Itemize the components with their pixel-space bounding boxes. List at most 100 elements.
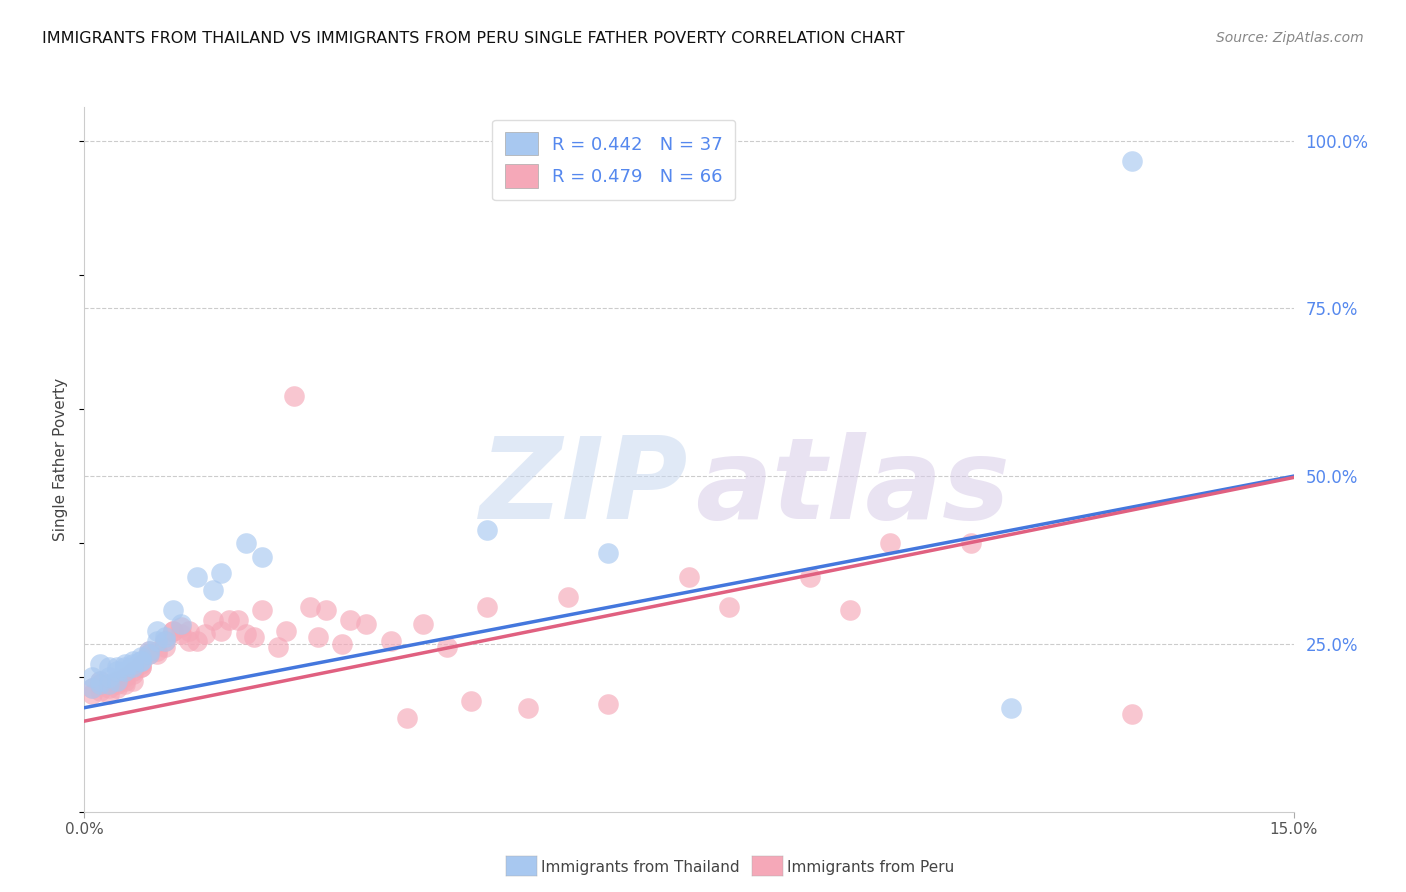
Point — [97, 687, 120, 701]
Point — [799, 570, 821, 584]
Point — [356, 616, 378, 631]
Point — [162, 624, 184, 638]
Y-axis label: Single Father Poverty: Single Father Poverty — [53, 378, 69, 541]
Text: atlas: atlas — [695, 432, 1010, 543]
Point — [114, 671, 136, 685]
Point — [186, 633, 208, 648]
Point — [105, 681, 128, 695]
Point — [242, 630, 264, 644]
Legend: R = 0.442   N = 37, R = 0.479   N = 66: R = 0.442 N = 37, R = 0.479 N = 66 — [492, 120, 735, 201]
Point — [557, 590, 579, 604]
Point — [89, 673, 111, 688]
Point — [209, 566, 232, 581]
Point — [1000, 700, 1022, 714]
Text: IMMIGRANTS FROM THAILAND VS IMMIGRANTS FROM PERU SINGLE FATHER POVERTY CORRELATI: IMMIGRANTS FROM THAILAND VS IMMIGRANTS F… — [42, 31, 905, 46]
Point — [121, 673, 143, 688]
Point — [194, 627, 217, 641]
Point — [114, 673, 136, 688]
Point — [315, 603, 337, 617]
Point — [235, 536, 257, 550]
Point — [82, 671, 104, 685]
Point — [598, 698, 620, 712]
Point — [129, 660, 152, 674]
Point — [138, 647, 160, 661]
Point — [170, 620, 193, 634]
Point — [89, 684, 111, 698]
Point — [477, 600, 499, 615]
Point — [718, 600, 741, 615]
Text: ZIP: ZIP — [481, 432, 689, 543]
Point — [170, 627, 193, 641]
Point — [97, 660, 120, 674]
Point — [114, 657, 136, 671]
Point — [209, 624, 232, 638]
Point — [380, 633, 402, 648]
Point — [170, 616, 193, 631]
Point — [162, 603, 184, 617]
Point — [179, 633, 201, 648]
Point — [129, 654, 152, 668]
Point — [97, 681, 120, 695]
Point — [412, 616, 434, 631]
Point — [89, 677, 111, 691]
Point — [516, 700, 538, 714]
Point — [274, 624, 297, 638]
Point — [114, 677, 136, 691]
Point — [138, 643, 160, 657]
Point — [678, 570, 700, 584]
Point — [218, 614, 240, 628]
Point — [299, 600, 322, 615]
Text: Immigrants from Peru: Immigrants from Peru — [787, 860, 955, 874]
Point — [89, 657, 111, 671]
Point — [202, 583, 225, 598]
Point — [82, 681, 104, 695]
Point — [105, 673, 128, 688]
Point — [82, 681, 104, 695]
Point — [121, 657, 143, 671]
Point — [105, 664, 128, 678]
Point — [250, 603, 273, 617]
Point — [146, 643, 169, 657]
Point — [138, 643, 160, 657]
Point — [339, 614, 361, 628]
Point — [839, 603, 862, 617]
Text: Source: ZipAtlas.com: Source: ZipAtlas.com — [1216, 31, 1364, 45]
Point — [283, 389, 305, 403]
Point — [89, 673, 111, 688]
Point — [121, 654, 143, 668]
Text: Immigrants from Thailand: Immigrants from Thailand — [541, 860, 740, 874]
Point — [82, 687, 104, 701]
Point — [235, 627, 257, 641]
Point — [89, 677, 111, 691]
Point — [153, 640, 176, 655]
Point — [153, 630, 176, 644]
Point — [202, 614, 225, 628]
Point — [129, 660, 152, 674]
Point — [121, 660, 143, 674]
Point — [129, 657, 152, 671]
Point — [307, 630, 329, 644]
Point — [477, 523, 499, 537]
Point — [267, 640, 290, 655]
Point — [1121, 707, 1143, 722]
Point — [179, 624, 201, 638]
Point — [121, 667, 143, 681]
Point — [146, 633, 169, 648]
Point — [162, 624, 184, 638]
Point — [436, 640, 458, 655]
Point — [97, 671, 120, 685]
Point — [186, 570, 208, 584]
Point — [226, 614, 249, 628]
Point — [395, 711, 418, 725]
Point — [153, 633, 176, 648]
Point — [97, 677, 120, 691]
Point — [97, 677, 120, 691]
Point — [153, 633, 176, 648]
Point — [129, 650, 152, 665]
Point — [1121, 153, 1143, 168]
Point — [460, 694, 482, 708]
Point — [105, 677, 128, 691]
Point — [598, 546, 620, 560]
Point — [105, 673, 128, 688]
Point — [114, 660, 136, 674]
